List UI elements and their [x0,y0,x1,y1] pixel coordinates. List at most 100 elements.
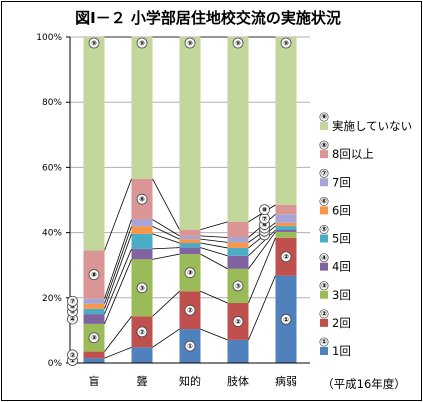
legend-swatch [320,122,328,130]
legend-number-badge [319,168,329,178]
badge-number: ⑤ [70,308,76,316]
legend-item: ② 2回 [319,309,351,330]
bar-segment [227,37,249,222]
series-connector [152,226,180,240]
badge-number: ⑨ [187,40,193,48]
badge-number: ⑧ [139,196,145,204]
badge-number: ② [139,328,145,336]
badge-number: ⑧ [91,271,97,279]
badge-circle [67,295,78,307]
series-connector [248,229,276,257]
x-category-label: 盲 [89,374,100,388]
legend-label: 3回 [332,288,351,302]
legend-number: ④ [321,254,327,262]
series-connector [152,328,180,348]
legend-number-badge [319,253,329,263]
bar-segment [131,219,153,227]
legend-item: ④ 4回 [319,253,351,274]
badge-number: ⑨ [283,40,289,48]
chart-note: （平成16年度） [322,377,406,391]
segment-number-badge: ③ [88,332,100,344]
series-connector [200,221,228,231]
series-connector [152,290,180,317]
badge-circle [280,251,292,263]
legend-swatch [320,234,328,243]
segment-number-badge: ② [232,316,244,327]
badge-circle [136,326,148,338]
series-connector [104,233,132,310]
x-axis-categories: 盲 聾 知的 肢体 病弱 [89,374,298,388]
badge-number: ⑨ [139,40,145,48]
legend-swatch [320,150,328,159]
y-tick-label: 40% [42,229,62,239]
series-connector [200,328,228,341]
badge-number: ⑧ [262,206,268,214]
segment-number-badge: ③ [184,267,196,279]
y-axis-ticks: 0% 20% 40% 60% 80% 100% [36,33,70,369]
series-connector [104,178,132,251]
badge-number: ③ [139,284,145,292]
legend-label: 4回 [332,260,351,274]
bar-segment [227,255,249,269]
legend-number: ③ [321,282,327,290]
legend-label: 1回 [332,344,351,358]
badge-circle [67,349,78,361]
legend-number-badge [319,224,329,235]
badge-circle [184,304,196,316]
series-connector [248,275,276,341]
badge-number: ③ [235,282,241,290]
y-tick-label: 60% [42,163,62,173]
segment-number-badge: ① [280,313,292,325]
y-tick-label: 100% [36,33,62,43]
series-connector [104,346,132,359]
badge-circle [259,204,270,216]
badge-circle [88,37,100,49]
series-connector [200,238,228,243]
badge-number: ① [70,357,76,365]
legend-swatch [320,347,328,355]
series-connector [152,219,180,237]
badge-circle [184,340,196,352]
legend-number: ⑨ [321,113,327,121]
bar-segment [179,247,201,255]
bar-segment [275,204,297,215]
legend-number: ⑥ [321,198,327,206]
legend-swatch [320,290,328,299]
badge-number: ② [283,253,289,261]
badge-circle [88,269,100,281]
legend-label: 6回 [332,203,351,217]
segment-number-badge: ③ [232,280,244,292]
bar-segment [131,233,153,249]
badge-circle [184,267,196,279]
bar-segment [179,37,201,230]
bar-segment [131,248,153,260]
badge-number: ② [187,307,193,315]
segment-number-badge: ⑧ [136,193,148,205]
legend-swatch [320,178,328,187]
badge-number: ④ [70,315,76,323]
badge-circle [232,280,244,292]
bar-segment [131,226,153,234]
segment-number-badge: ⑨ [232,37,244,49]
badge-number: ③ [187,269,193,277]
legend-label: 7回 [332,175,351,189]
segment-number-badge: ⑧ [88,269,100,281]
segment-number-badge: ⑦ [259,213,270,224]
badge-number: ⑥ [262,221,268,229]
legend-item: ① 1回 [319,337,351,358]
series-connector [248,237,276,304]
series-connector [152,178,180,230]
bar-segment [275,214,297,223]
bar-segment [131,37,153,179]
x-category-label: 聾 [137,374,148,388]
segment-number-badge: ⑧ [259,204,270,216]
legend: ⑨ 実施していない ⑧ 8回以上 ⑦ 7回 ⑥ 6回 ⑤ 5回 ④ 4回 ③ 3回 ② 2回 ① 1回 [319,112,412,358]
bar-segment [83,298,105,304]
badge-number: ⑥ [70,303,76,311]
legend-number: ⑤ [321,226,327,234]
legend-number: ⑦ [321,169,327,177]
x-category-label: 病弱 [275,374,297,388]
badge-number: ② [70,351,76,359]
legend-number-badge [319,140,329,150]
chart-title: 図Ⅰ－２ 小学部居住地校交流の実施状況 [75,9,341,27]
